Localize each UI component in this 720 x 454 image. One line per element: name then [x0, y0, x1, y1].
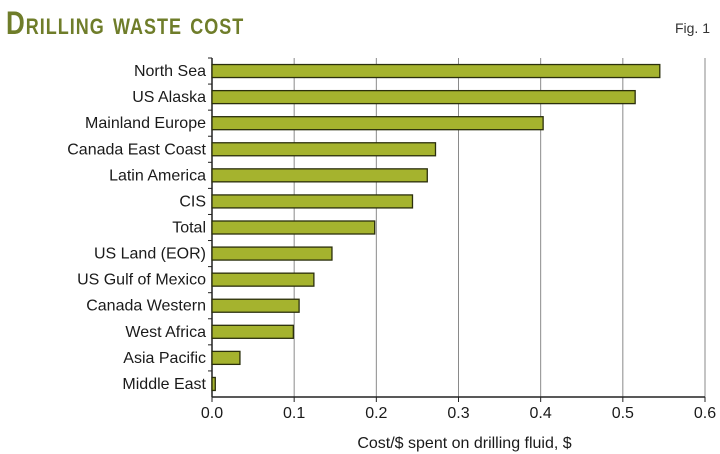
x-tick-label: 0.6 — [694, 405, 716, 422]
bar — [211, 272, 315, 287]
x-tick-label: 0.1 — [283, 405, 305, 422]
category-label: West Africa — [125, 324, 206, 341]
bar — [211, 89, 636, 105]
category-label: CIS — [179, 193, 206, 210]
x-tick-label: 0.0 — [201, 405, 223, 422]
bar — [211, 350, 241, 366]
bar — [211, 194, 414, 209]
x-tick-label: 0.5 — [612, 405, 634, 422]
category-label: Canada Western — [86, 298, 206, 315]
category-label: Mainland Europe — [85, 115, 206, 132]
bar — [211, 298, 300, 313]
bar — [211, 376, 216, 392]
bar — [211, 168, 428, 183]
figure-number: Fig. 1 — [674, 20, 710, 36]
category-label: Latin America — [109, 167, 206, 184]
category-label: Middle East — [122, 376, 206, 393]
bar — [211, 324, 294, 339]
bar — [211, 63, 661, 79]
x-tick-label: 0.2 — [365, 405, 387, 422]
category-label: Asia Pacific — [123, 350, 206, 367]
x-axis-title: Cost/$ spent on drilling fluid, $ — [357, 435, 571, 452]
x-tick-label: 0.4 — [530, 405, 552, 422]
bar — [211, 246, 333, 261]
x-tick-label: 0.3 — [447, 405, 469, 422]
category-label: North Sea — [134, 63, 206, 80]
category-label: US Alaska — [132, 89, 206, 106]
category-label: Canada East Coast — [67, 141, 206, 158]
category-label: US Land (EOR) — [94, 246, 206, 263]
bar — [211, 220, 376, 235]
category-label: US Gulf of Mexico — [77, 272, 206, 289]
chart-title: Drilling waste cost — [6, 4, 245, 42]
category-label: Total — [172, 220, 206, 237]
bar — [211, 116, 544, 131]
bar — [211, 142, 437, 157]
